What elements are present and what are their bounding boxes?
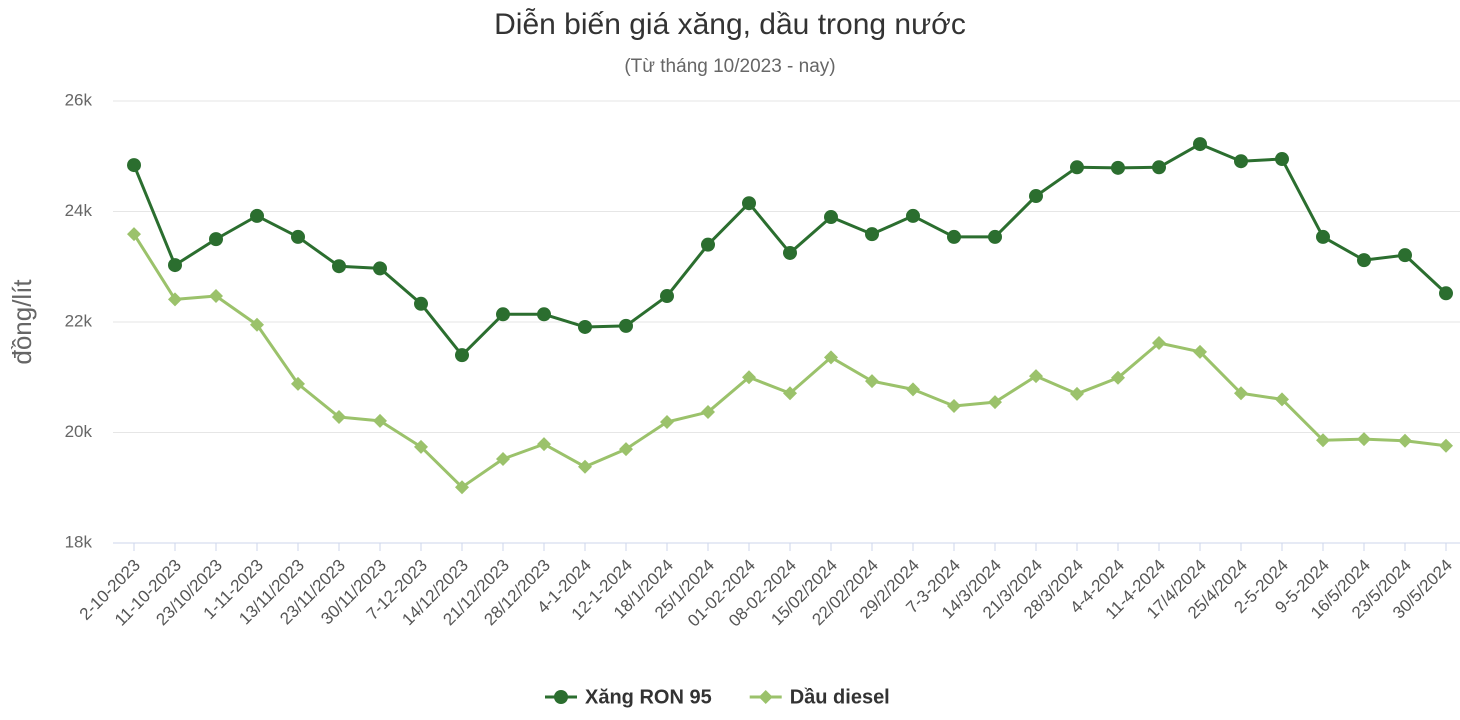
data-point (537, 437, 551, 452)
data-point (496, 307, 510, 322)
data-point (1070, 160, 1084, 175)
data-point (1111, 160, 1125, 175)
chart-title: Diễn biến giá xăng, dầu trong nước (494, 8, 966, 41)
data-point (578, 319, 592, 334)
legend: Xăng RON 95 Dầu diesel (545, 686, 890, 708)
data-point (1398, 433, 1412, 448)
data-point (619, 442, 633, 457)
data-point (988, 229, 1002, 244)
data-point (291, 376, 305, 391)
series-line (132, 233, 1447, 489)
data-point (1152, 335, 1166, 350)
data-point (1357, 432, 1371, 447)
y-tick-label: 24k (65, 201, 93, 220)
data-point (824, 350, 838, 365)
data-point (1316, 229, 1330, 244)
data-point (250, 208, 264, 223)
data-point (1070, 386, 1084, 401)
data-point (865, 374, 879, 389)
data-point (947, 398, 961, 413)
data-point (1111, 370, 1125, 385)
data-point (701, 405, 715, 420)
data-point (1357, 253, 1371, 268)
data-point (906, 382, 920, 397)
data-point (742, 196, 756, 211)
y-tick-label: 22k (65, 311, 93, 330)
legend-label[interactable]: Xăng RON 95 (585, 686, 712, 708)
data-point (1316, 433, 1330, 448)
data-point (1439, 286, 1453, 301)
data-point (291, 229, 305, 244)
data-point (1029, 189, 1043, 204)
data-point (1029, 369, 1043, 384)
data-point (168, 258, 182, 273)
data-point (1193, 344, 1207, 359)
y-tick-label: 20k (65, 422, 93, 441)
data-point (496, 452, 510, 467)
data-point (127, 158, 141, 173)
data-point (332, 410, 346, 425)
y-tick-label: 26k (65, 90, 93, 109)
data-point (1193, 137, 1207, 152)
chart-subtitle: (Từ tháng 10/2023 - nay) (624, 56, 835, 77)
data-point (537, 307, 551, 322)
data-point (373, 413, 387, 428)
data-point (1275, 392, 1289, 407)
data-point (988, 395, 1002, 410)
data-point (1398, 248, 1412, 263)
y-tick-label: 18k (65, 532, 93, 551)
data-point (1275, 152, 1289, 167)
data-point (250, 317, 264, 332)
data-point (127, 227, 141, 242)
data-point (947, 229, 961, 244)
legend-marker (554, 690, 568, 704)
data-point (414, 296, 428, 311)
data-point (1234, 154, 1248, 169)
data-point (660, 415, 674, 430)
data-point (1152, 160, 1166, 175)
data-point (701, 237, 715, 252)
data-point (619, 318, 633, 333)
data-point (660, 289, 674, 304)
data-point (742, 370, 756, 385)
data-point (824, 210, 838, 225)
data-point (455, 348, 469, 363)
data-point (578, 459, 592, 474)
y-axis-title: đồng/lít (7, 279, 37, 365)
data-point (1234, 386, 1248, 401)
data-point (209, 289, 223, 304)
data-point (414, 439, 428, 454)
data-point (168, 292, 182, 307)
data-point (1439, 438, 1453, 453)
legend-marker (758, 690, 773, 704)
data-point (783, 386, 797, 401)
data-point (783, 245, 797, 260)
data-point (455, 480, 469, 495)
data-point (373, 261, 387, 276)
data-point (906, 208, 920, 223)
data-point (332, 259, 346, 274)
data-point (865, 227, 879, 242)
legend-label[interactable]: Dầu diesel (790, 686, 890, 708)
data-point (209, 232, 223, 247)
